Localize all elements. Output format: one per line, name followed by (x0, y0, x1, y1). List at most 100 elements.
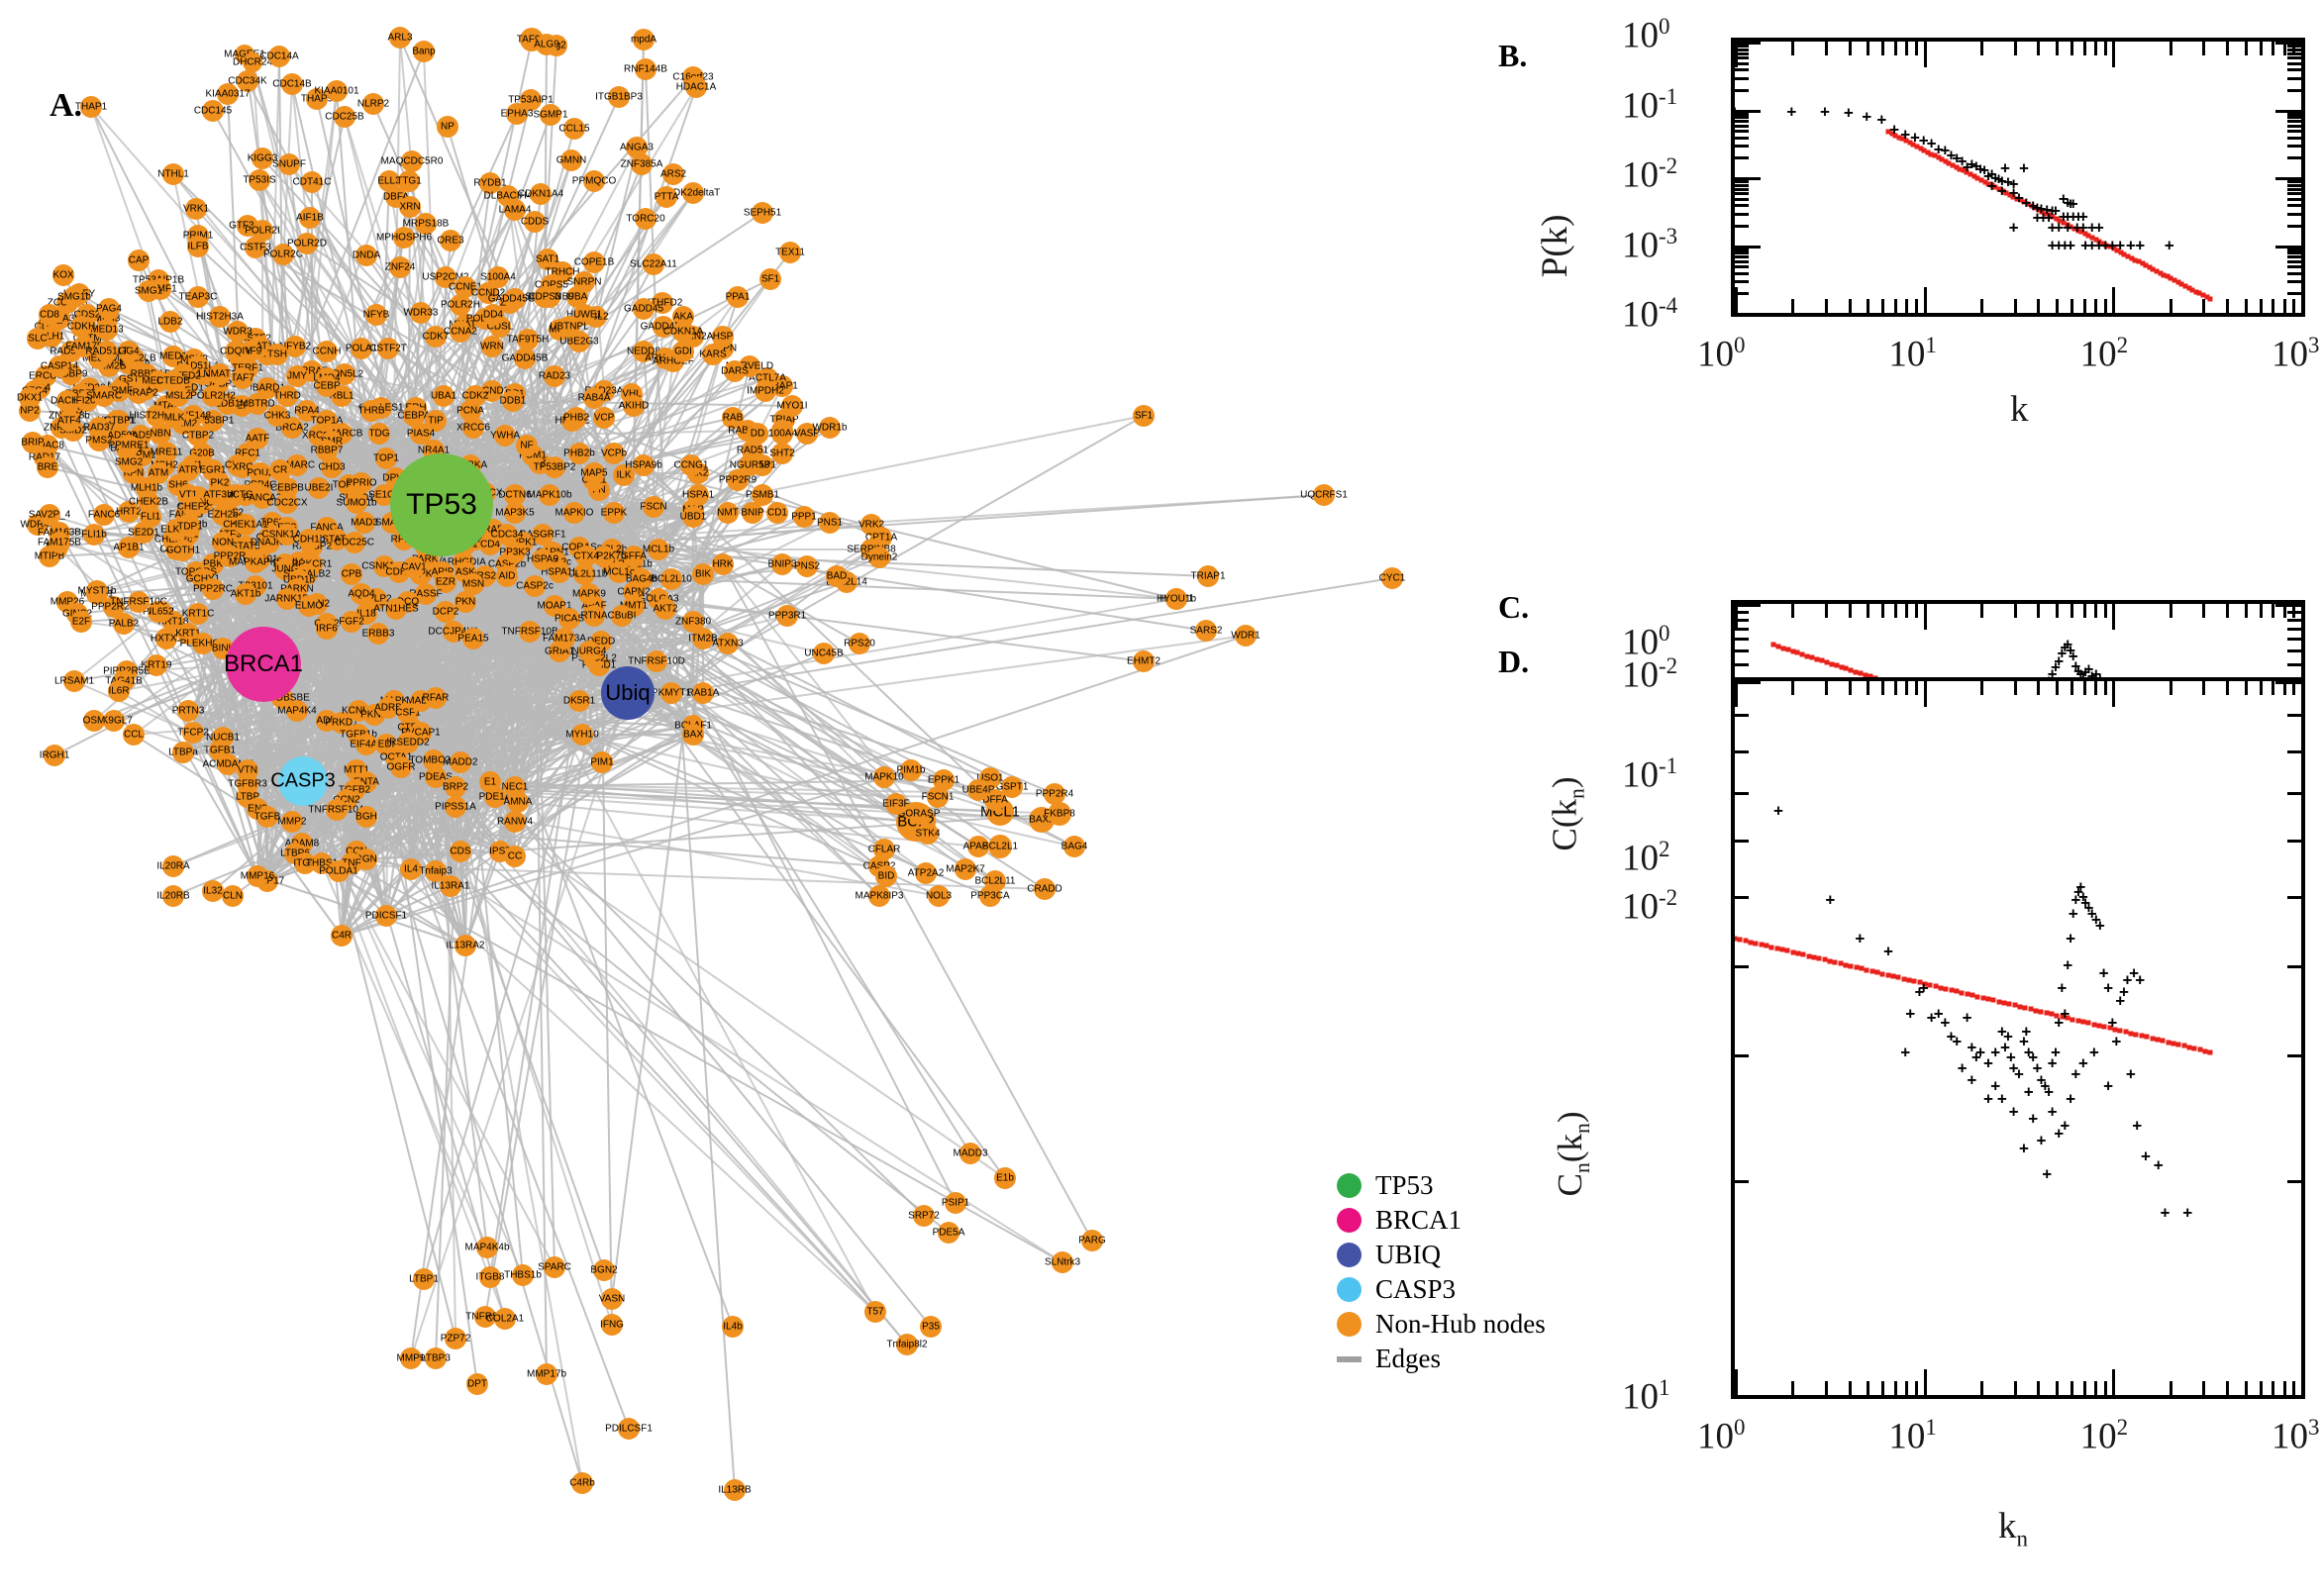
network-node[interactable] (819, 417, 841, 439)
network-node[interactable] (425, 326, 447, 348)
network-node[interactable] (362, 93, 384, 115)
network-node[interactable] (299, 207, 321, 229)
network-node[interactable] (316, 341, 338, 362)
network-node[interactable] (928, 885, 950, 907)
network-node[interactable] (351, 338, 372, 359)
network-node[interactable] (128, 382, 150, 404)
network-node[interactable] (566, 286, 588, 308)
network-node[interactable] (163, 407, 185, 429)
network-node[interactable] (235, 514, 256, 536)
network-node[interactable] (819, 512, 841, 534)
network-node[interactable] (682, 182, 704, 204)
network-node[interactable] (425, 687, 447, 709)
network-node[interactable] (539, 484, 560, 506)
network-node[interactable] (445, 776, 466, 798)
network-node[interactable] (103, 710, 125, 732)
network-node[interactable] (375, 905, 397, 927)
network-node[interactable] (355, 806, 377, 828)
network-node[interactable] (415, 583, 437, 605)
network-node[interactable] (771, 553, 793, 575)
network-node[interactable] (118, 451, 140, 473)
network-node[interactable] (771, 423, 793, 445)
network-node[interactable] (885, 793, 907, 815)
network-node[interactable] (150, 423, 171, 445)
network-node[interactable] (179, 516, 201, 538)
network-node[interactable] (202, 410, 224, 432)
network-node[interactable] (652, 292, 673, 314)
network-node[interactable] (367, 623, 389, 645)
network-node[interactable] (873, 766, 895, 788)
network-node[interactable] (1197, 565, 1219, 587)
network-node[interactable] (346, 492, 367, 514)
network-node[interactable] (245, 551, 266, 573)
network-node[interactable] (984, 789, 1006, 811)
network-node[interactable] (235, 583, 256, 605)
network-node[interactable] (128, 249, 150, 271)
network-node[interactable] (459, 400, 481, 422)
network-node[interactable] (209, 363, 231, 385)
network-node[interactable] (660, 568, 682, 590)
network-node[interactable] (1165, 588, 1187, 610)
network-node[interactable] (633, 454, 655, 476)
network-node[interactable] (159, 311, 181, 333)
network-node[interactable] (504, 542, 526, 563)
network-node[interactable] (583, 605, 605, 627)
network-node[interactable] (945, 1192, 966, 1214)
network-node[interactable] (672, 341, 694, 362)
network-node[interactable] (389, 27, 411, 49)
network-node[interactable] (425, 1347, 447, 1369)
network-node[interactable] (177, 700, 199, 722)
network-node[interactable] (252, 220, 273, 242)
network-node[interactable] (217, 83, 239, 105)
network-node[interactable] (771, 443, 793, 464)
network-node[interactable] (237, 70, 258, 92)
network-node[interactable] (296, 233, 318, 254)
network-node[interactable] (276, 588, 298, 610)
network-node[interactable] (83, 524, 105, 546)
network-node[interactable] (49, 355, 70, 377)
network-node[interactable] (873, 839, 895, 860)
network-node[interactable] (534, 286, 556, 308)
network-node[interactable] (913, 1205, 935, 1227)
network-node[interactable] (185, 198, 207, 220)
network-node[interactable] (776, 605, 798, 627)
network-node[interactable] (626, 137, 648, 158)
network-node[interactable] (868, 547, 890, 568)
network-node[interactable] (413, 41, 435, 62)
network-node[interactable] (435, 601, 456, 623)
network-node[interactable] (425, 410, 447, 432)
network-node[interactable] (578, 641, 600, 662)
network-node[interactable] (308, 477, 330, 499)
network-node[interactable] (603, 502, 625, 524)
network-node[interactable] (207, 484, 229, 506)
network-node[interactable] (506, 103, 528, 125)
network-node[interactable] (326, 80, 348, 102)
network-node[interactable] (321, 456, 343, 478)
network-node[interactable] (245, 237, 266, 258)
network-node[interactable] (252, 487, 273, 509)
network-node[interactable] (187, 425, 209, 447)
network-node[interactable] (146, 405, 167, 427)
network-node[interactable] (656, 186, 677, 208)
network-node[interactable] (781, 395, 803, 417)
network-node[interactable] (908, 803, 930, 825)
network-node[interactable] (712, 326, 734, 348)
network-node[interactable] (443, 621, 464, 643)
network-node[interactable] (1034, 878, 1056, 900)
network-node[interactable] (298, 595, 320, 617)
network-node[interactable] (450, 294, 471, 316)
network-node[interactable] (504, 288, 526, 310)
network-node[interactable] (591, 751, 613, 773)
network-node[interactable] (601, 1314, 623, 1336)
network-node[interactable] (549, 561, 570, 583)
hub-node-ubiq[interactable] (601, 666, 655, 720)
network-node[interactable] (162, 163, 184, 185)
network-node[interactable] (558, 316, 580, 338)
network-node[interactable] (301, 171, 323, 193)
network-node[interactable] (685, 76, 707, 98)
network-node[interactable] (393, 227, 415, 249)
network-node[interactable] (440, 875, 461, 897)
network-node[interactable] (724, 360, 746, 382)
network-node[interactable] (504, 846, 526, 867)
network-node[interactable] (554, 628, 575, 649)
